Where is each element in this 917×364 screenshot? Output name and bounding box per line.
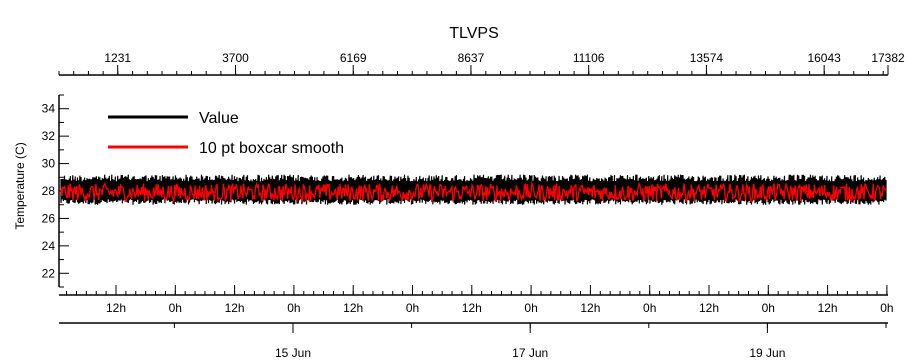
hour-tick-label: 12h	[699, 301, 719, 315]
top-tick-label: 1231	[104, 51, 131, 65]
hour-tick-label: 0h	[524, 301, 537, 315]
y-tick-label: 30	[42, 157, 56, 171]
y-tick-label: 24	[42, 239, 56, 253]
hour-tick-label: 12h	[225, 301, 245, 315]
hour-tick-label: 12h	[580, 301, 600, 315]
day-tick-label: 19 Jun	[749, 346, 785, 360]
legend-label-value: Value	[199, 110, 239, 127]
y-axis-label: Temperature (C)	[13, 142, 27, 229]
series-smooth-line	[60, 180, 887, 204]
hour-tick-label: 0h	[880, 301, 893, 315]
hour-tick-label: 0h	[169, 301, 182, 315]
legend: Value 10 pt boxcar smooth	[108, 110, 344, 157]
top-tick-label: 13574	[690, 51, 724, 65]
y-tick-label: 22	[42, 266, 56, 280]
bottom-day-axis: 15 Jun 17 Jun 19 Jun	[59, 322, 888, 360]
hour-tick-label: 0h	[287, 301, 300, 315]
hour-tick-label: 0h	[406, 301, 419, 315]
hour-tick-label: 12h	[343, 301, 363, 315]
hour-tick-label: 0h	[762, 301, 775, 315]
day-tick-label: 17 Jun	[512, 346, 548, 360]
top-tick-label: 16043	[807, 51, 841, 65]
top-axis: 1231 3700 6169 8637 11106 13574 16043 17382	[58, 51, 905, 76]
top-tick-label: 11106	[573, 51, 605, 65]
top-tick-label: 17382	[871, 51, 905, 65]
legend-label-smooth: 10 pt boxcar smooth	[199, 140, 344, 157]
plot-area	[60, 174, 887, 205]
top-tick-label: 8637	[458, 51, 485, 65]
bottom-hour-axis: 12h 0h 12h 0h 12h 0h 12h 0h 12h 0h 12h 0h 12h 0h	[59, 285, 894, 315]
hour-tick-label: 0h	[643, 301, 656, 315]
top-tick-label: 3700	[222, 51, 249, 65]
y-tick-label: 26	[42, 211, 56, 225]
y-tick-label: 34	[42, 102, 56, 116]
day-tick-label: 15 Jun	[275, 346, 311, 360]
chart-title: TLVPS	[449, 25, 499, 42]
hour-tick-label: 12h	[462, 301, 482, 315]
y-tick-label: 28	[42, 184, 56, 198]
y-tick-label: 32	[42, 129, 56, 143]
top-tick-label: 6169	[340, 51, 367, 65]
hour-tick-label: 12h	[818, 301, 838, 315]
hour-tick-label: 12h	[106, 301, 126, 315]
